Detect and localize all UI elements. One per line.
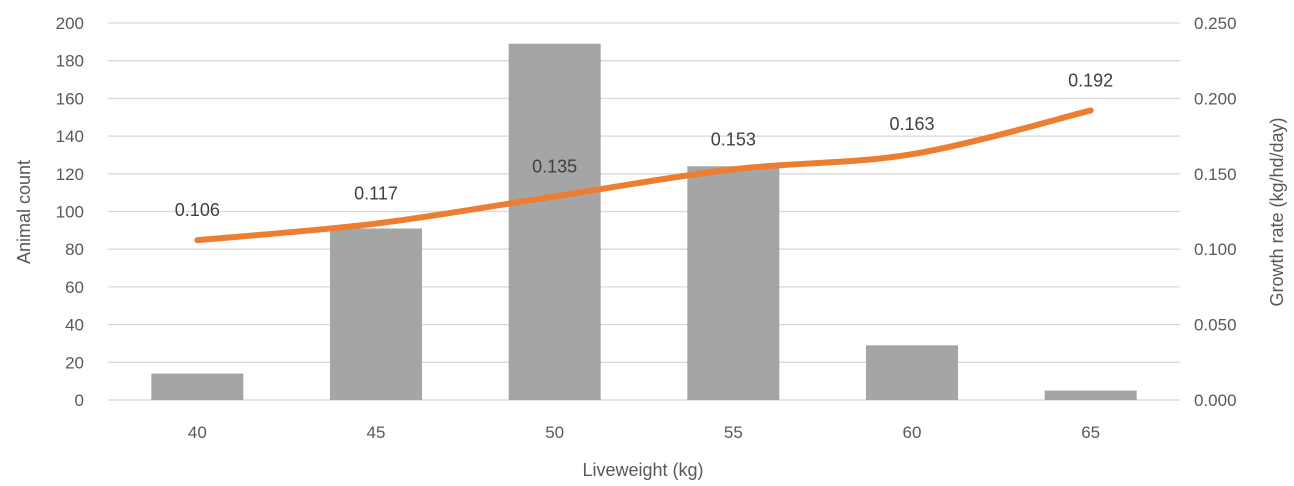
- line-data-label: 0.135: [532, 156, 577, 176]
- x-tick-label: 50: [545, 423, 564, 442]
- y2-tick-label: 0.000: [1194, 391, 1237, 410]
- bar: [508, 43, 601, 401]
- x-axis-title: Liveweight (kg): [582, 460, 703, 480]
- line-data-label: 0.192: [1068, 70, 1113, 90]
- x-tick-label: 55: [724, 423, 743, 442]
- y-tick-label: 160: [56, 89, 84, 108]
- y-axis-title: Animal count: [14, 160, 34, 264]
- y-tick-label: 60: [65, 278, 84, 297]
- x-tick-label: 65: [1081, 423, 1100, 442]
- bar: [1044, 390, 1137, 400]
- y-tick-label: 80: [65, 240, 84, 259]
- y2-axis-title: Growth rate (kg/hd/day): [1267, 117, 1287, 306]
- bar: [687, 166, 780, 400]
- x-tick-label: 40: [188, 423, 207, 442]
- y2-tick-label: 0.100: [1194, 240, 1237, 259]
- x-axis-ticks: 40 45 50 55 60 65: [188, 423, 1100, 442]
- left-axis-ticks: 0 20 40 60 80 100 120 140 160 180 200: [56, 14, 84, 410]
- growth-rate-line: [194, 107, 1094, 244]
- y2-tick-label: 0.200: [1194, 89, 1237, 108]
- y-tick-label: 0: [75, 391, 84, 410]
- y-tick-label: 40: [65, 316, 84, 335]
- bar-series: [151, 43, 1137, 401]
- y2-tick-label: 0.250: [1194, 14, 1237, 33]
- y2-tick-label: 0.050: [1194, 316, 1237, 335]
- x-tick-label: 60: [903, 423, 922, 442]
- y-tick-label: 200: [56, 14, 84, 33]
- line-data-label: 0.106: [175, 200, 220, 220]
- line-data-label: 0.117: [354, 184, 398, 204]
- right-axis-ticks: 0.000 0.050 0.100 0.150 0.200 0.250: [1194, 14, 1237, 410]
- line-series: [194, 107, 1094, 244]
- line-data-label: 0.163: [889, 114, 934, 134]
- y2-tick-label: 0.150: [1194, 165, 1237, 184]
- bar: [329, 228, 423, 400]
- y-tick-label: 100: [56, 203, 84, 222]
- bar: [865, 345, 959, 400]
- y-tick-label: 20: [65, 353, 84, 372]
- y-tick-label: 180: [56, 52, 84, 71]
- line-data-label: 0.153: [711, 129, 756, 149]
- y-tick-label: 120: [56, 165, 84, 184]
- bar: [151, 373, 244, 400]
- x-tick-label: 45: [367, 423, 386, 442]
- data-labels: 0.106 0.117 0.135 0.153 0.163 0.192: [175, 70, 1113, 220]
- gridlines: [108, 22, 1180, 401]
- y-tick-label: 140: [56, 127, 84, 146]
